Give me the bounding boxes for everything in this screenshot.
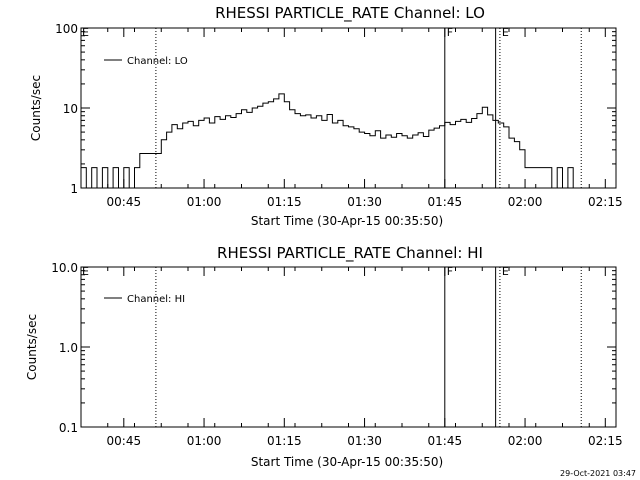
x-tick-labels: 00:45 01:00 01:15 01:30 01:45 02:00 02:15 <box>107 195 623 209</box>
y-tick-label: 1 <box>70 182 78 196</box>
event-marker-label: E <box>502 26 509 39</box>
x-tick-label: 01:00 <box>187 195 222 209</box>
event-marker-label: F <box>447 26 453 39</box>
y-tick-label: 0.1 <box>59 421 78 435</box>
x-tick-label: 02:00 <box>508 434 543 448</box>
plot-frame <box>80 266 617 428</box>
legend-entry: Channel: LO <box>127 56 188 67</box>
y-tick-label: 1.0 <box>59 341 78 355</box>
x-tick-label: 01:15 <box>267 434 302 448</box>
x-tick-label: 02:15 <box>588 434 623 448</box>
x-tick-label: 01:00 <box>187 434 222 448</box>
x-tick-label: 02:00 <box>508 195 543 209</box>
panel-title: RHESSI PARTICLE_RATE Channel: LO <box>215 4 485 23</box>
event-marker-label: E <box>502 265 509 278</box>
plot-frame <box>80 27 617 189</box>
y-tick-label: 100 <box>55 22 78 36</box>
x-tick-label: 01:45 <box>428 195 463 209</box>
lo-channel-panel: RHESSI PARTICLE_RATE Channel: LO Counts/… <box>29 4 623 228</box>
hi-channel-panel: RHESSI PARTICLE_RATE Channel: HI Counts/… <box>25 244 623 469</box>
y-tick-label: 10.0 <box>51 261 78 275</box>
x-tick-label: 01:30 <box>347 195 382 209</box>
x-axis-label: Start Time (30-Apr-15 00:35:50) <box>251 214 443 228</box>
y-axis-label: Counts/sec <box>25 314 39 380</box>
x-axis-label: Start Time (30-Apr-15 00:35:50) <box>251 455 443 469</box>
x-tick-label: 01:30 <box>347 434 382 448</box>
panel-title: RHESSI PARTICLE_RATE Channel: HI <box>217 244 483 263</box>
y-axis-label: Counts/sec <box>29 75 43 141</box>
x-tick-label: 01:45 <box>428 434 463 448</box>
legend-entry: Channel: HI <box>127 294 185 305</box>
generation-timestamp: 29-Oct-2021 03:47 <box>560 469 636 478</box>
x-tick-label: 00:45 <box>107 195 142 209</box>
x-tick-label: 00:45 <box>107 434 142 448</box>
x-tick-label: 02:15 <box>588 195 623 209</box>
x-tick-label: 01:15 <box>267 195 302 209</box>
x-tick-labels: 00:45 01:00 01:15 01:30 01:45 02:00 02:15 <box>107 434 623 448</box>
y-tick-label: 10 <box>63 102 78 116</box>
left-edge-label: E <box>82 26 89 39</box>
lo-channel-series-line <box>81 93 579 189</box>
y-tick-labels: 1 10 100 <box>55 22 78 196</box>
event-marker-label: F <box>447 265 453 278</box>
left-edge-label: E <box>82 265 89 278</box>
y-tick-labels: 0.1 1.0 10.0 <box>51 261 78 435</box>
